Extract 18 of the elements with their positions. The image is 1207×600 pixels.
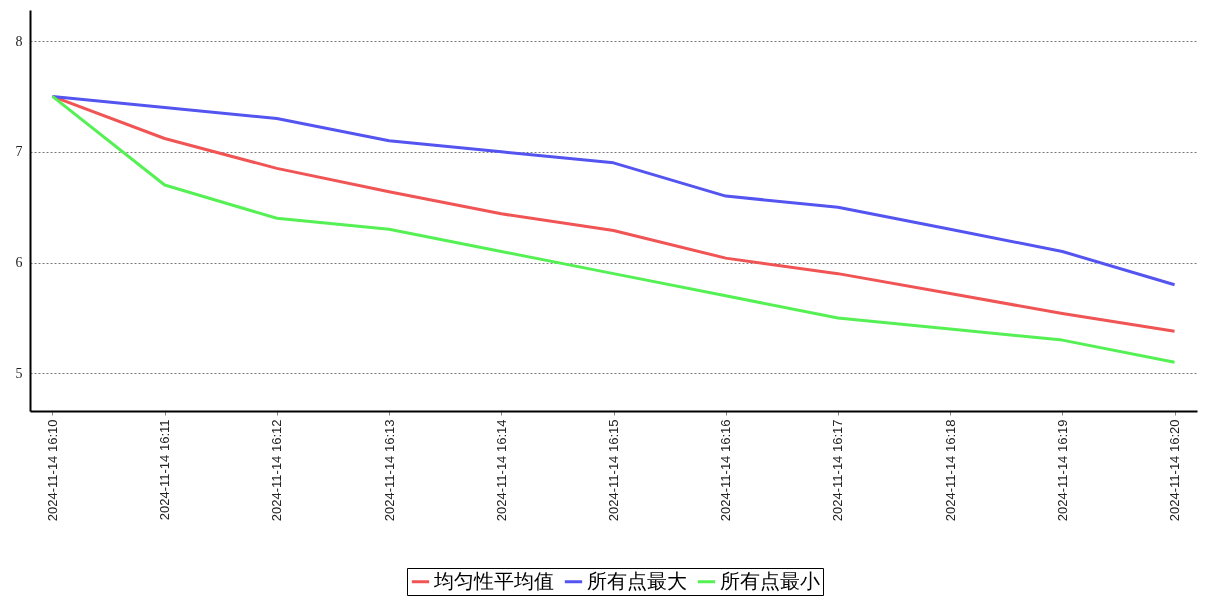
y-tick-label: 5 <box>15 365 23 381</box>
x-tick-label: 2024-11-14 16:16 <box>718 419 734 522</box>
x-tick-label: 2024-11-14 16:19 <box>1054 419 1070 522</box>
x-tick-label: 2024-11-14 16:11 <box>157 419 173 521</box>
x-tick-label: 2024-11-14 16:18 <box>942 419 958 522</box>
y-tick-label: 8 <box>15 33 23 49</box>
x-tick-label: 2024-11-14 16:17 <box>830 419 846 522</box>
legend-label: 均匀性平均值 <box>433 568 554 593</box>
legend-label: 所有点最小 <box>720 568 820 593</box>
legend-label: 所有点最大 <box>587 568 687 593</box>
x-tick-label: 2024-11-14 16:12 <box>269 419 285 522</box>
x-tick-label: 2024-11-14 16:14 <box>493 419 509 522</box>
y-tick-label: 6 <box>15 255 23 271</box>
x-tick-label: 2024-11-14 16:20 <box>1167 419 1183 522</box>
x-tick-label: 2024-11-14 16:13 <box>381 419 397 522</box>
x-tick-label: 2024-11-14 16:15 <box>606 419 621 522</box>
y-tick-label: 7 <box>15 144 23 160</box>
x-tick-label: 2024-11-14 16:10 <box>44 419 60 522</box>
